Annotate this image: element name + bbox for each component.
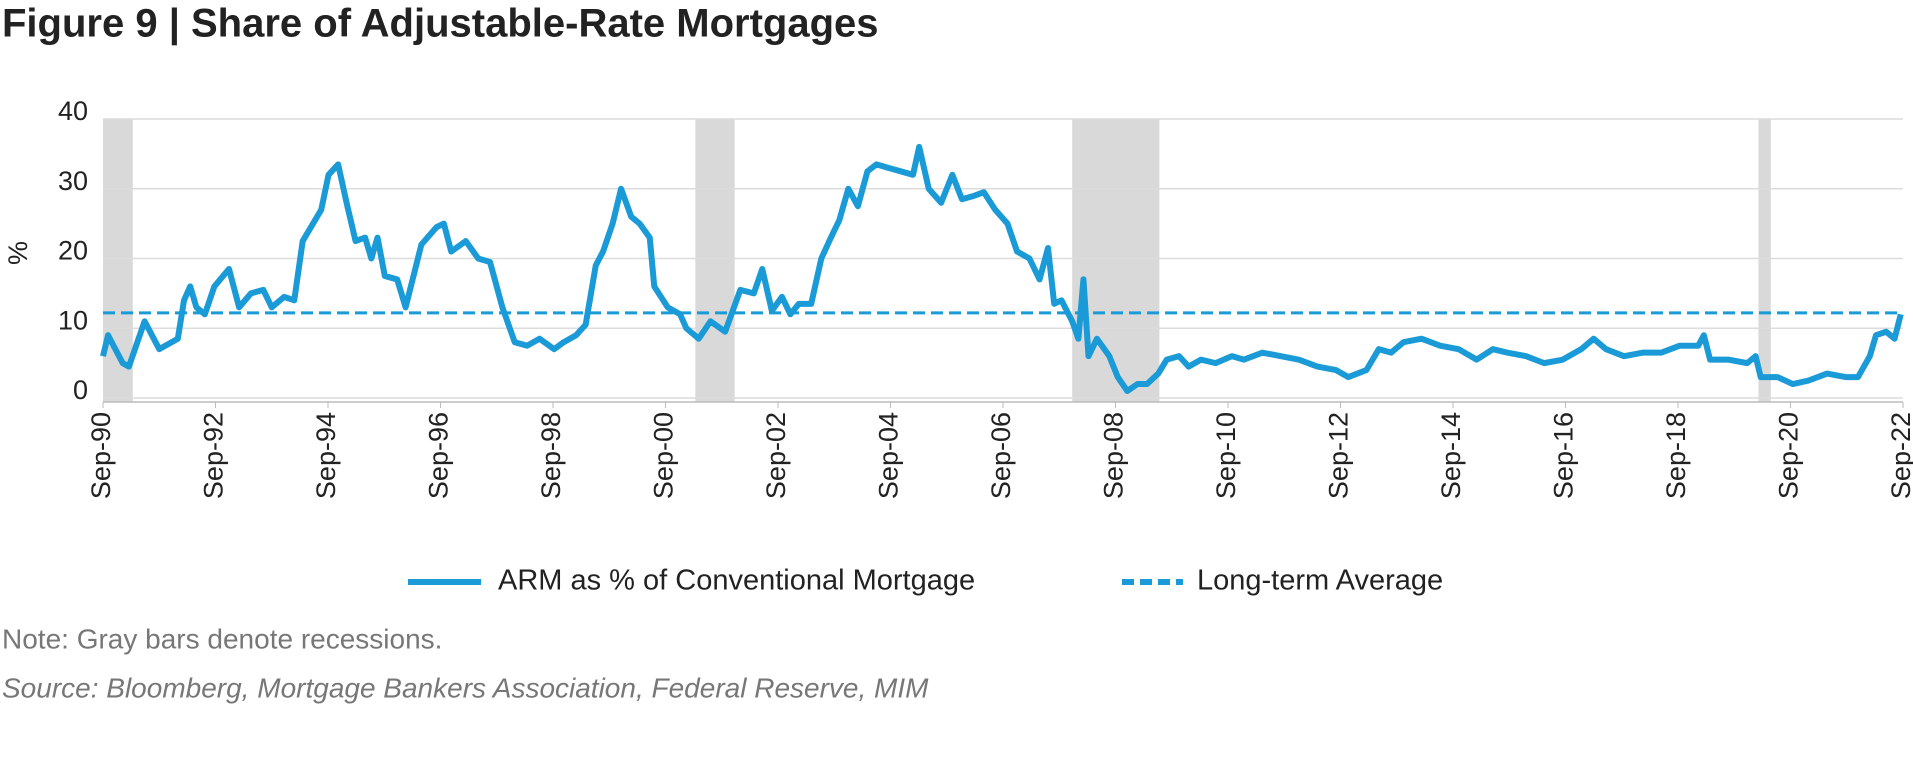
x-tick-label: Sep-20: [1774, 412, 1804, 499]
recession-band: [1072, 119, 1160, 402]
y-tick-label: 40: [58, 96, 88, 126]
chart-title: Figure 9 | Share of Adjustable-Rate Mort…: [2, 2, 879, 46]
x-tick-label: Sep-04: [874, 412, 904, 499]
x-tick-label: Sep-92: [199, 412, 229, 499]
x-tick-label: Sep-10: [1211, 412, 1241, 499]
y-tick-label: 30: [58, 166, 88, 196]
x-tick-label: Sep-12: [1324, 412, 1354, 499]
x-tick-label: Sep-00: [649, 412, 679, 499]
y-axis-label: %: [3, 241, 33, 265]
x-tick-label: Sep-18: [1661, 412, 1691, 499]
x-tick-label: Sep-08: [1099, 412, 1129, 499]
source: Source: Bloomberg, Mortgage Bankers Asso…: [2, 672, 929, 703]
x-tick-label: Sep-90: [86, 412, 116, 499]
x-tick-label: Sep-94: [311, 412, 341, 499]
y-tick-label: 10: [58, 305, 88, 335]
series-line: [100, 143, 1904, 395]
x-tick-label: Sep-96: [424, 412, 454, 499]
y-tick-label: 20: [58, 236, 88, 266]
legend-label: ARM as % of Conventional Mortgage: [498, 565, 975, 597]
legend-label: Long-term Average: [1197, 565, 1443, 597]
x-tick-label: Sep-98: [536, 412, 566, 499]
recession-band: [695, 119, 735, 402]
x-tick-label: Sep-06: [986, 412, 1016, 499]
x-tick-label: Sep-22: [1886, 412, 1913, 499]
note: Note: Gray bars denote recessions.: [2, 623, 442, 654]
x-tick-label: Sep-16: [1549, 412, 1579, 499]
y-tick-label: 0: [73, 375, 88, 405]
x-tick-label: Sep-02: [761, 412, 791, 499]
x-tick-label: Sep-14: [1436, 412, 1466, 499]
recession-band: [1758, 119, 1771, 402]
